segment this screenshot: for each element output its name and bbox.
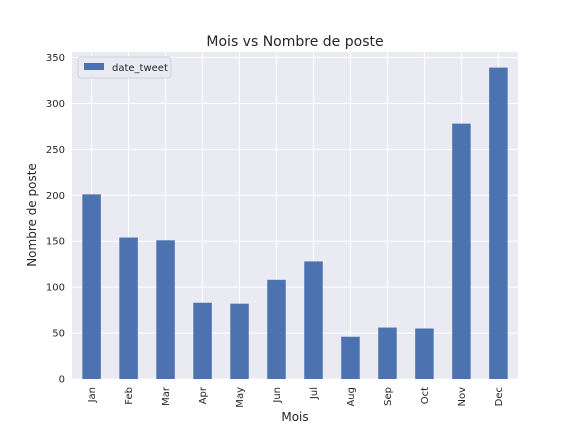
bar-oct: [415, 328, 434, 379]
y-tick-label: 0: [59, 375, 65, 386]
legend-swatch: [84, 63, 104, 70]
x-tick-label: Jan: [87, 387, 98, 403]
x-tick-label: Apr: [198, 386, 209, 404]
y-tick-label: 350: [46, 53, 65, 64]
x-tick-label: Mar: [161, 386, 172, 406]
bar-jul: [304, 261, 323, 379]
x-tick-label: Oct: [420, 387, 431, 404]
y-axis-label: Nombre de poste: [25, 163, 39, 267]
x-tick-label: Dec: [494, 387, 505, 406]
y-tick-label: 100: [46, 283, 65, 294]
y-tick-label: 50: [52, 329, 65, 340]
bar-nov: [452, 123, 471, 380]
y-tick-label: 250: [46, 145, 65, 156]
y-tick-label: 300: [46, 99, 65, 110]
x-tick-label: Feb: [124, 387, 135, 405]
legend-box: [77, 56, 172, 79]
bar-sep: [378, 327, 397, 379]
bar-feb: [119, 237, 138, 379]
bar-jan: [82, 194, 101, 379]
legend-label: date_tweet: [112, 63, 168, 74]
bar-jun: [267, 279, 286, 379]
x-axis-label: Mois: [281, 410, 308, 424]
y-ticks: 0 50 100 150 200 250 300 350: [46, 53, 65, 385]
y-tick-label: 150: [46, 237, 65, 248]
legend: date_tweet: [77, 56, 172, 79]
chart-title: Mois vs Nombre de poste: [206, 34, 383, 50]
x-tick-label: May: [235, 387, 246, 408]
plot-area: [72, 52, 518, 379]
bar-dec: [489, 67, 508, 379]
x-ticks: Jan Feb Mar Apr May Jun Jul Aug Sep Oct Nov Dec: [87, 386, 505, 408]
x-tick-label: Aug: [346, 387, 357, 407]
x-tick-label: Jul: [309, 387, 320, 400]
bars: [82, 67, 508, 380]
x-tick-label: Jun: [272, 387, 283, 404]
bar-aug: [341, 336, 360, 379]
x-tick-label: Nov: [457, 387, 468, 407]
bar-may: [230, 303, 249, 379]
x-tick-label: Sep: [383, 387, 394, 406]
y-tick-label: 200: [46, 191, 65, 202]
bar-apr: [193, 302, 212, 379]
bar-mar: [156, 240, 175, 379]
